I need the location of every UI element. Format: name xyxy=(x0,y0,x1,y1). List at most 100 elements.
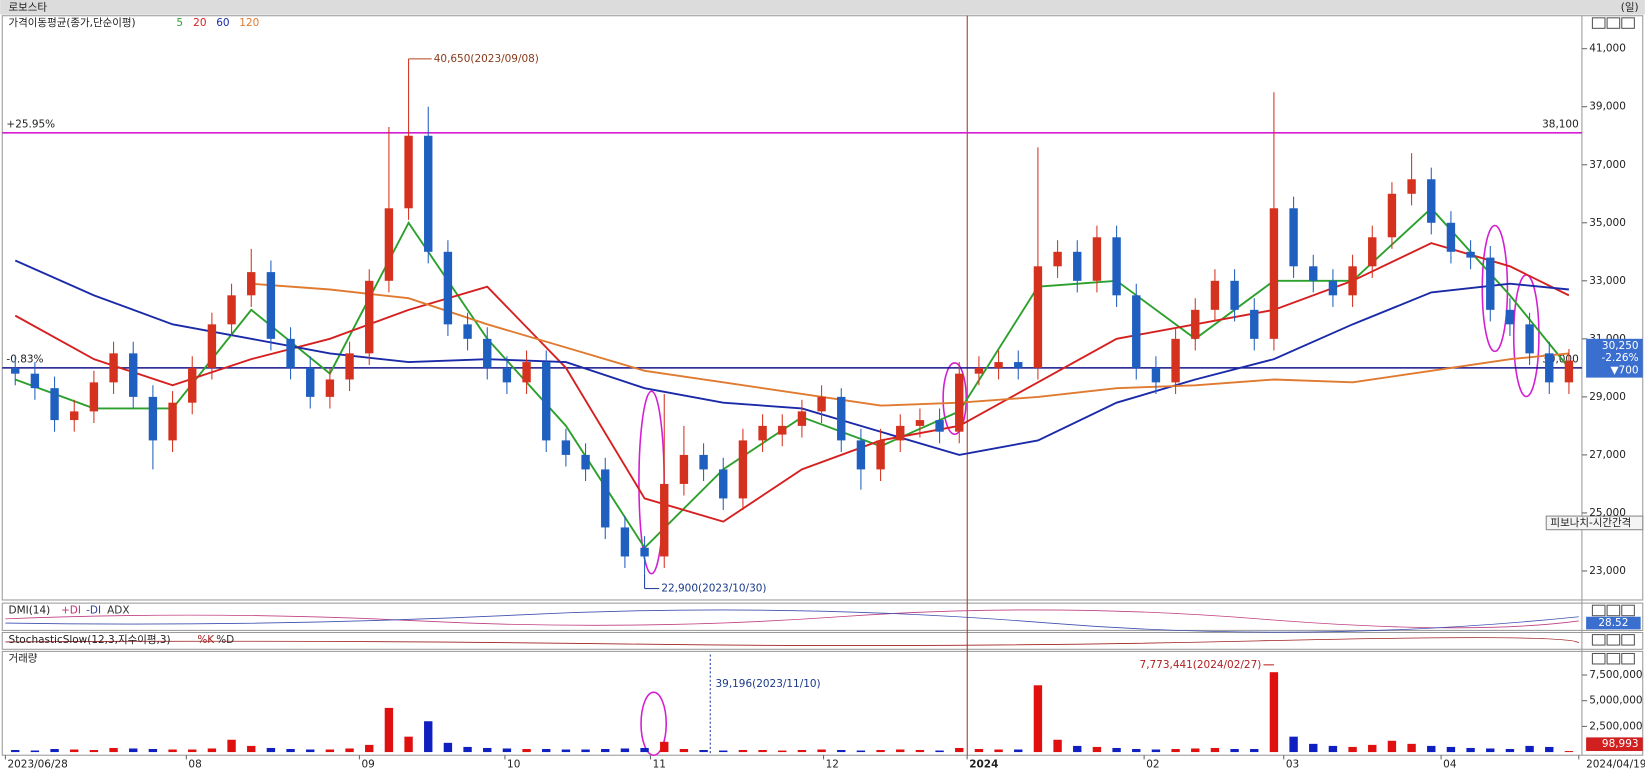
volume-bar xyxy=(1348,746,1357,753)
candle-body xyxy=(286,338,295,368)
volume-bar xyxy=(207,748,217,753)
candle-body xyxy=(581,454,590,470)
volume-bar xyxy=(286,748,295,753)
candle-body xyxy=(1289,208,1298,267)
button[interactable] xyxy=(1591,634,1606,646)
volume-bar xyxy=(1446,746,1456,753)
panel-frames xyxy=(1,15,1644,756)
button[interactable] xyxy=(1606,634,1621,646)
volume-bar xyxy=(660,741,669,753)
candle-body xyxy=(660,483,669,557)
level-pct: -0.83% xyxy=(6,353,43,365)
candle-body xyxy=(778,425,787,435)
candle-body xyxy=(227,295,236,325)
legend-entry: 120 xyxy=(239,17,259,29)
x-tick-label: 12 xyxy=(826,759,839,771)
volume-bar xyxy=(1427,745,1436,753)
candle-body xyxy=(1132,295,1141,368)
volume-bar xyxy=(50,748,59,753)
candle-body xyxy=(1446,222,1456,252)
fibonacci-box xyxy=(1545,515,1644,531)
volume-bar xyxy=(581,749,590,753)
candle-body xyxy=(70,411,79,421)
volume-bar xyxy=(1132,748,1141,753)
button[interactable] xyxy=(1621,604,1635,617)
price-box xyxy=(1586,338,1643,378)
volume-bar xyxy=(955,747,964,753)
x-tick-label: 03 xyxy=(1286,759,1299,771)
volume-bar xyxy=(837,750,846,753)
candle-body xyxy=(719,469,728,499)
volume-bar xyxy=(443,742,453,753)
candle-body xyxy=(797,411,807,426)
volume-bar xyxy=(974,748,984,753)
volume-bar xyxy=(227,739,236,753)
candle-body xyxy=(1564,360,1574,383)
y-tick-label: 37,000 xyxy=(1589,159,1626,171)
stochastic-title: StochasticSlow(12,3,지수이평,3) xyxy=(9,634,171,646)
candle-body xyxy=(266,272,276,339)
volume-bar xyxy=(1545,746,1554,753)
volume-bar xyxy=(89,750,99,753)
candle-body xyxy=(11,367,20,374)
candle-body xyxy=(404,135,413,209)
candle-body xyxy=(30,373,40,389)
dmi-value-box xyxy=(1586,616,1641,630)
x-tick-label: 04 xyxy=(1443,759,1457,771)
x-tick-label: 2024/04/19 xyxy=(1586,759,1645,771)
button[interactable] xyxy=(1606,604,1621,617)
y-tick-label: 41,000 xyxy=(1589,43,1626,55)
candle-body xyxy=(109,353,118,383)
candle-body xyxy=(1368,237,1377,267)
volume-bar xyxy=(168,749,177,753)
button[interactable] xyxy=(1606,652,1621,665)
button[interactable] xyxy=(1621,17,1635,29)
volume-bar xyxy=(935,750,944,753)
legend-entry: 20 xyxy=(193,17,206,29)
candle-body xyxy=(915,420,925,426)
volume-bar xyxy=(1309,743,1318,753)
button[interactable] xyxy=(1621,634,1635,646)
volume-bar xyxy=(699,750,708,753)
volume-bar xyxy=(1014,749,1023,753)
x-tick-label: 10 xyxy=(507,759,520,771)
volume-bar xyxy=(797,750,807,753)
candle-body xyxy=(1328,280,1338,296)
candle-body xyxy=(1151,367,1161,383)
volume-bar xyxy=(601,748,610,753)
candle-body xyxy=(325,379,335,397)
button[interactable] xyxy=(1606,17,1621,29)
volume-bar xyxy=(522,748,531,753)
volume-bar xyxy=(561,749,571,753)
volume-bar xyxy=(1407,743,1416,753)
candle-body xyxy=(1427,179,1436,223)
volume-bar xyxy=(188,749,197,753)
volume-bar xyxy=(148,748,158,753)
x-tick-label: 09 xyxy=(362,759,375,771)
volume-bar xyxy=(1289,736,1298,753)
ma-line xyxy=(251,282,1569,407)
ma-line xyxy=(14,242,1570,523)
current-price: 30,250 xyxy=(1602,340,1639,352)
volume-bar xyxy=(1505,748,1515,753)
volume-bar xyxy=(738,750,748,753)
volume-bar xyxy=(1073,745,1082,753)
y-tick-label: 33,000 xyxy=(1589,275,1626,287)
x-tick-label: 11 xyxy=(653,759,666,771)
candle-body xyxy=(1525,324,1534,354)
stock-name: 로보스타 xyxy=(9,1,48,13)
button[interactable] xyxy=(1591,652,1606,665)
button[interactable] xyxy=(1621,652,1635,665)
candle-body xyxy=(207,324,217,368)
candle-body xyxy=(1387,193,1397,238)
button[interactable] xyxy=(1591,17,1606,29)
button[interactable] xyxy=(1591,604,1606,617)
candle-body xyxy=(1112,237,1121,296)
volume-bar xyxy=(1092,746,1102,753)
volume-bar xyxy=(384,707,394,753)
volume-bar xyxy=(1210,747,1220,753)
dmi-line xyxy=(5,609,1579,629)
candle-body xyxy=(738,440,748,499)
current-price: ▼700 xyxy=(1611,364,1639,376)
